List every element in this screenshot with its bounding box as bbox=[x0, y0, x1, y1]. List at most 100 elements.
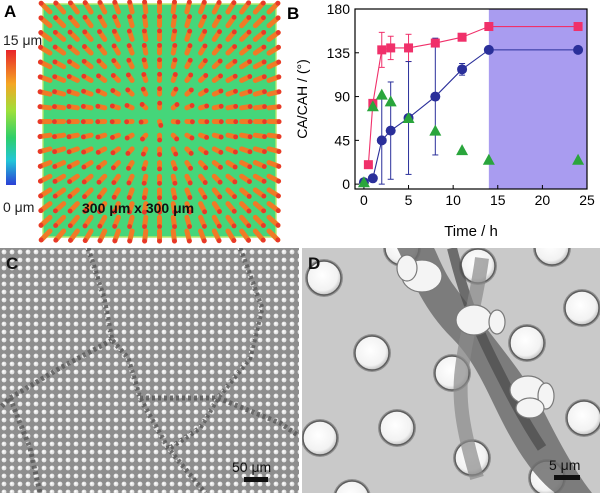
pillar-tip bbox=[261, 59, 267, 65]
panel-letter-a: A bbox=[4, 2, 17, 21]
pillar-tip bbox=[276, 89, 282, 95]
pillar-tip bbox=[247, 59, 252, 65]
x-axis-label: Time / h bbox=[444, 223, 498, 240]
pillar-tip bbox=[172, 28, 178, 34]
pillar-tip bbox=[217, 58, 223, 64]
pillar-tip bbox=[97, 14, 103, 20]
pillar-tip bbox=[247, 74, 253, 79]
pillar-tip bbox=[247, 179, 252, 184]
pillar-tip bbox=[203, 88, 209, 93]
pillar-tip bbox=[112, 14, 118, 20]
pillar-cap bbox=[306, 260, 342, 296]
scale-bar-c bbox=[244, 477, 268, 482]
pillar-tip bbox=[67, 179, 72, 185]
pillar-tip bbox=[186, 238, 192, 244]
pillar-tip bbox=[203, 165, 209, 171]
pillar-tip bbox=[187, 224, 192, 229]
pillar-tip bbox=[231, 238, 237, 243]
pillar-tip bbox=[188, 165, 193, 171]
pillar-tip bbox=[233, 104, 239, 109]
pillar-tip bbox=[125, 72, 131, 78]
pillar-tip bbox=[52, 89, 57, 95]
pillar-cap bbox=[354, 335, 390, 371]
pillar-tip bbox=[140, 136, 145, 142]
pillar-tip bbox=[233, 134, 239, 140]
panel-letter-b: B bbox=[287, 4, 300, 23]
pillar-tip bbox=[276, 74, 282, 80]
pillar-tip bbox=[112, 28, 117, 34]
pillar-tip bbox=[110, 150, 116, 156]
pillar-tip bbox=[247, 149, 253, 155]
x-tick-label: 15 bbox=[490, 192, 506, 208]
y-axis-label: CA/CAH / (°) bbox=[294, 59, 310, 139]
data-point-circle bbox=[385, 125, 396, 136]
data-point-square bbox=[484, 22, 494, 32]
pillar-tip bbox=[246, 15, 252, 20]
pillar-tip bbox=[187, 195, 193, 200]
pillar-tip bbox=[37, 163, 43, 169]
pillar-tip bbox=[231, 223, 237, 229]
pillar-tip bbox=[157, 166, 162, 172]
data-point-square bbox=[430, 38, 440, 48]
x-tick-label: 25 bbox=[579, 192, 595, 208]
pillar-tip bbox=[232, 194, 237, 200]
data-point-triangle bbox=[482, 153, 495, 165]
pillar-tip bbox=[126, 195, 132, 200]
pillar-tip bbox=[82, 238, 88, 243]
pillar-tip bbox=[81, 134, 86, 140]
pillar-tip bbox=[204, 134, 210, 140]
data-point-triangle bbox=[384, 95, 397, 107]
pillar-tip bbox=[125, 150, 131, 156]
pillar-cap bbox=[566, 400, 600, 436]
pillar-tip bbox=[37, 149, 43, 154]
micrograph-c: 50 μm bbox=[0, 248, 299, 493]
pillar-tip bbox=[188, 72, 194, 78]
pillar-tip bbox=[112, 223, 118, 229]
data-point-triangle bbox=[375, 88, 388, 100]
pillar-tip bbox=[233, 88, 238, 94]
pillar-tip bbox=[68, 237, 73, 243]
pillar-tip bbox=[261, 193, 267, 199]
pillar-tip bbox=[142, 224, 147, 230]
data-point-circle bbox=[376, 135, 387, 146]
pillar-tip bbox=[157, 238, 162, 244]
pillar-tip bbox=[246, 208, 252, 214]
data-point-triangle bbox=[402, 111, 415, 123]
pillar-grid bbox=[37, 0, 282, 244]
data-point-square bbox=[377, 45, 387, 55]
pillar-tip bbox=[202, 209, 208, 215]
pillar-tip bbox=[127, 209, 132, 215]
pillar-tip bbox=[52, 44, 58, 50]
pillar-tip bbox=[38, 193, 44, 199]
pillar-tip bbox=[246, 0, 251, 6]
data-point-square bbox=[404, 43, 414, 53]
x-tick-label: 5 bbox=[405, 192, 413, 208]
pillar-tip bbox=[37, 134, 43, 139]
data-point-circle bbox=[573, 44, 584, 55]
pillar-tip bbox=[112, 0, 118, 5]
pillar-tip bbox=[126, 180, 132, 186]
data-point-square bbox=[457, 32, 467, 42]
pillar-tip bbox=[97, 223, 103, 229]
pillar-tip bbox=[141, 166, 147, 172]
pillar-tip bbox=[233, 149, 238, 155]
pillar-tip bbox=[67, 59, 72, 65]
particle-clusters bbox=[396, 254, 555, 419]
pillar-tip bbox=[66, 104, 72, 109]
data-point-circle bbox=[457, 64, 468, 75]
colorbar-bottom-label: 0 μm bbox=[3, 199, 34, 215]
pillar-tip bbox=[187, 209, 193, 215]
scale-bar-d bbox=[554, 475, 580, 480]
pillar-tip bbox=[275, 15, 281, 21]
pillar-tip bbox=[66, 74, 72, 79]
pillar-tip bbox=[262, 104, 267, 110]
pillar-tip bbox=[261, 74, 267, 80]
pillar-tip bbox=[52, 74, 58, 80]
pillar-tip bbox=[109, 103, 115, 109]
pillar-tip bbox=[95, 149, 101, 155]
pillar-tip bbox=[231, 208, 237, 214]
pillar-tip bbox=[233, 119, 239, 125]
pillar-tip bbox=[276, 134, 282, 139]
pillar-tip bbox=[125, 87, 131, 93]
pillar-tip bbox=[66, 119, 72, 125]
